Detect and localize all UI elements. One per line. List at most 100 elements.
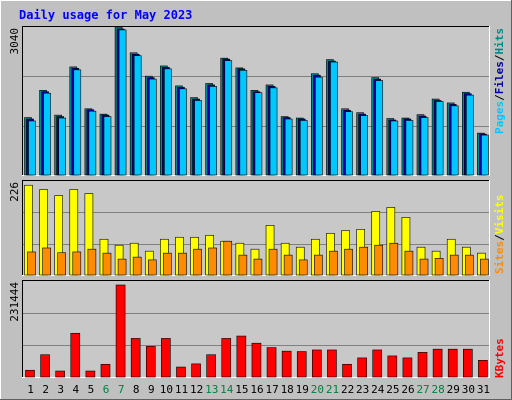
pages-bar: [224, 60, 233, 176]
sites-bar: [480, 258, 489, 276]
pages-bar: [269, 87, 278, 176]
x-tick-label: 8: [133, 383, 140, 396]
kbytes-bar: [342, 363, 352, 378]
legend-visits-panel: Sites/Visits: [493, 195, 506, 275]
pages-bar: [450, 105, 459, 176]
x-tick-label: 26: [401, 383, 414, 396]
sites-bar: [238, 254, 248, 276]
x-tick-label: 1: [27, 383, 34, 396]
x-tick-label: 23: [356, 383, 369, 396]
kbytes-bar: [145, 346, 156, 378]
kbytes-bar: [236, 335, 247, 378]
sites-bar: [117, 258, 127, 276]
kbytes-bar: [176, 366, 186, 378]
x-tick-label: 4: [73, 383, 80, 396]
pages-bar: [315, 76, 323, 176]
x-tick-label: 14: [220, 383, 234, 396]
sites-bar: [178, 252, 187, 276]
legend-sites: Sites: [493, 241, 506, 274]
kbytes-bar: [25, 369, 35, 378]
x-tick-label: 3: [57, 383, 64, 396]
sites-bar: [465, 254, 474, 276]
x-tick-label: 20: [311, 383, 324, 396]
kbytes-bar: [432, 348, 443, 378]
pages-bar: [118, 29, 127, 176]
x-tick-label: 6: [103, 383, 110, 396]
sites-bar: [87, 248, 97, 276]
pages-bar: [254, 92, 263, 176]
kbytes-bar: [55, 370, 65, 378]
pages-bar: [405, 120, 414, 176]
x-tick-label: 31: [477, 383, 490, 396]
sites-bar: [193, 248, 202, 276]
kbytes-bar: [100, 363, 111, 378]
x-tick-label: 2: [42, 383, 49, 396]
sites-bar: [283, 254, 293, 276]
x-tick-label: 17: [265, 383, 278, 396]
sites-bar: [389, 242, 399, 276]
pages-bar: [390, 120, 399, 176]
pages-bar: [375, 80, 384, 176]
pages-bar: [299, 120, 308, 176]
sites-bar: [147, 259, 157, 276]
legend-separator: /: [493, 94, 506, 101]
legend-separator: /: [493, 54, 506, 61]
kbytes-bar: [387, 355, 398, 378]
kbytes-bar: [221, 338, 232, 378]
kbytes-bar: [463, 348, 473, 378]
sites-bar: [434, 258, 444, 276]
sites-bar: [344, 248, 353, 276]
sites-bar: [223, 240, 233, 276]
pages-bar: [345, 111, 353, 176]
pages-bar: [209, 86, 217, 176]
pages-bar: [148, 78, 157, 176]
sites-bar: [298, 259, 308, 276]
hits-panel-ytick-label: 3040: [8, 28, 21, 55]
kbytes-bar: [70, 332, 81, 378]
sites-bar: [329, 250, 338, 276]
chart-title: Daily usage for May 2023: [19, 8, 192, 22]
x-tick-label: 22: [341, 383, 354, 396]
x-tick-label: 21: [326, 383, 339, 396]
sites-bar: [253, 258, 263, 276]
sites-bar: [72, 251, 82, 276]
pages-bar: [73, 69, 82, 176]
pages-bar: [103, 116, 112, 176]
kbytes-bar: [447, 348, 458, 378]
kbytes-bar: [251, 342, 262, 378]
legend-kbytes: KBytes: [493, 338, 506, 378]
x-tick-label: 24: [371, 383, 385, 396]
sites-bar: [102, 252, 112, 276]
x-tick-label: 28: [432, 383, 445, 396]
pages-bar: [239, 70, 248, 176]
x-tick-label: 30: [462, 383, 475, 396]
kbytes-panel-ytick-label: 231444: [8, 282, 21, 322]
sites-bar: [27, 251, 36, 276]
pages-bar: [58, 117, 66, 176]
kbytes-bar: [281, 350, 292, 378]
sites-bar: [132, 256, 142, 276]
pages-bar: [28, 120, 36, 176]
legend-pages: Pages: [493, 101, 506, 134]
legend-hits: Hits: [493, 28, 506, 55]
pages-bar: [420, 117, 429, 176]
kbytes-bar: [296, 351, 307, 378]
pages-bar: [194, 100, 202, 176]
pages-bar: [360, 115, 368, 176]
x-tick-label: 18: [281, 383, 294, 396]
kbytes-bar: [130, 338, 141, 378]
kbytes-bar: [312, 349, 322, 378]
kbytes-bar: [266, 347, 277, 378]
pages-bar: [164, 68, 172, 176]
x-tick-label: 13: [205, 383, 218, 396]
sites-bar: [163, 252, 172, 276]
visits-panel-ytick-label: 226: [8, 182, 21, 202]
kbytes-bar: [115, 284, 126, 378]
x-tick-label: 29: [447, 383, 460, 396]
pages-bar: [179, 88, 187, 176]
pages-bar: [88, 110, 97, 176]
legend-separator: /: [493, 234, 506, 241]
pages-bar: [435, 101, 444, 176]
sites-bar: [268, 248, 278, 276]
